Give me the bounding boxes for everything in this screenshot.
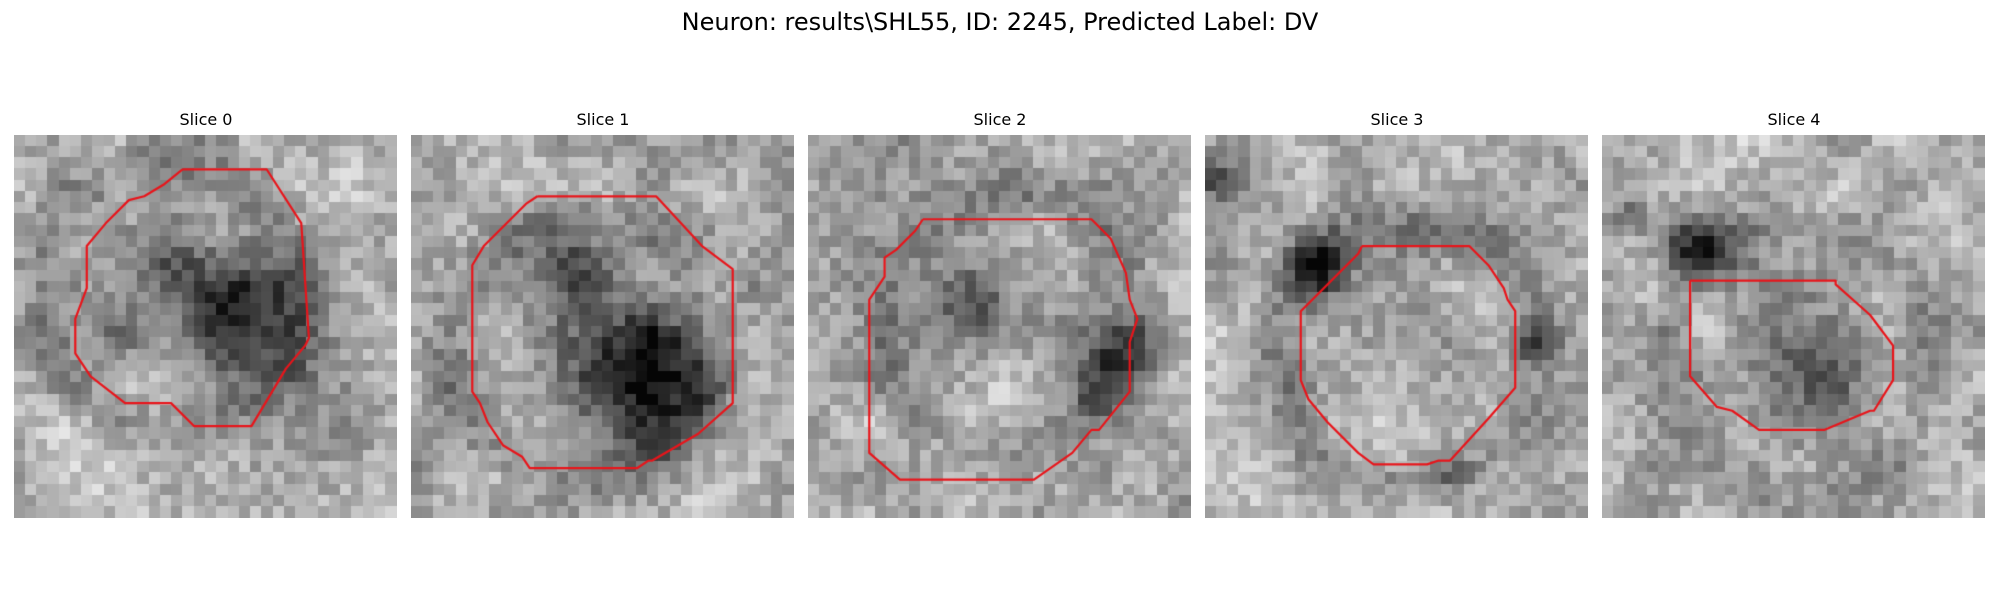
- slice-panel-1: Slice 1: [411, 108, 795, 518]
- slice-title: Slice 2: [808, 108, 1192, 132]
- slice-panel-2: Slice 2: [808, 108, 1192, 518]
- slice-image: [14, 135, 397, 518]
- figure-title: Neuron: results\SHL55, ID: 2245, Predict…: [0, 7, 2000, 37]
- slice-panel-4: Slice 4: [1602, 108, 1986, 518]
- slice-panel-3: Slice 3: [1205, 108, 1589, 518]
- slice-image: [808, 135, 1191, 518]
- slice-panel-0: Slice 0: [14, 108, 398, 518]
- slice-image: [1602, 135, 1985, 518]
- slice-title: Slice 3: [1205, 108, 1589, 132]
- slice-image: [411, 135, 794, 518]
- slice-image: [1205, 135, 1588, 518]
- slice-title: Slice 1: [411, 108, 795, 132]
- slice-title: Slice 0: [14, 108, 398, 132]
- slice-title: Slice 4: [1602, 108, 1986, 132]
